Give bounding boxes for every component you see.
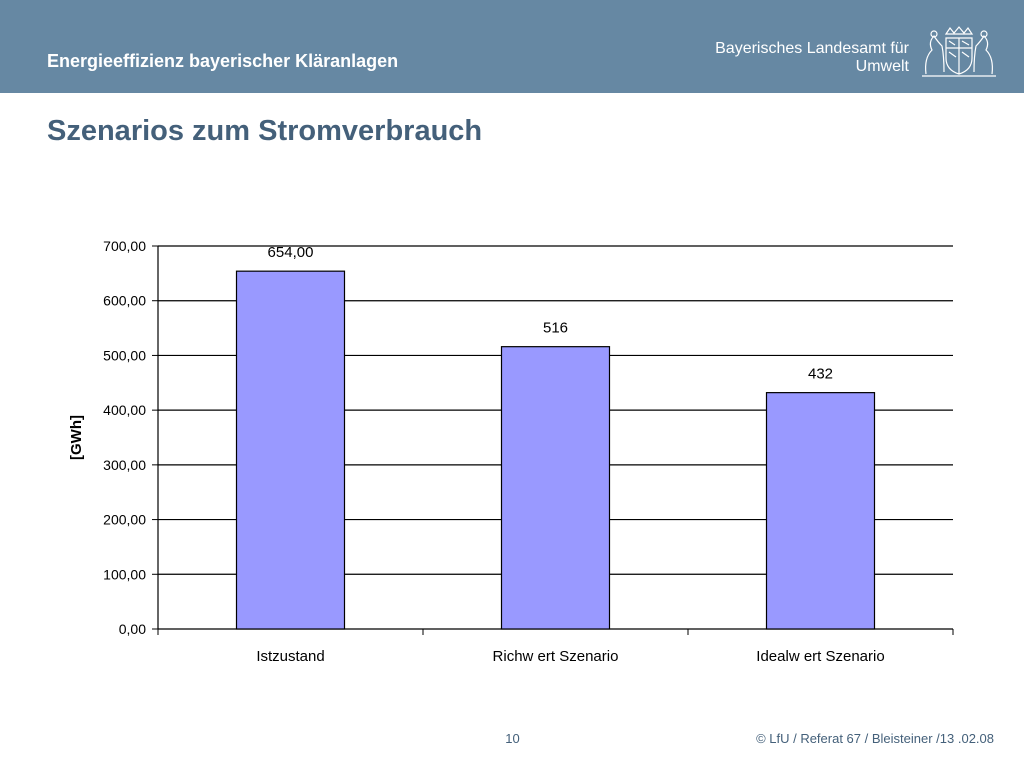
bar-2 xyxy=(500,346,611,630)
header-bar: Energieeffizienz bayerischer Kläranlagen… xyxy=(0,0,1024,93)
data-label: 516 xyxy=(543,320,568,337)
y-tick-label: 200,00 xyxy=(103,512,146,528)
bar-3 xyxy=(765,392,876,630)
y-tick-label: 700,00 xyxy=(103,238,146,254)
y-tick-label: 600,00 xyxy=(103,293,146,309)
bavarian-coat-of-arms-icon xyxy=(922,26,996,77)
y-tick-label: 0,00 xyxy=(119,621,146,637)
bar-1 xyxy=(235,270,346,630)
y-tick-label: 300,00 xyxy=(103,457,146,473)
organization-name-line2: Umwelt xyxy=(855,58,909,75)
data-label: 654,00 xyxy=(268,244,314,261)
data-label: 432 xyxy=(808,366,833,383)
y-tick-label: 400,00 xyxy=(103,402,146,418)
x-tick-label: Richw ert Szenario xyxy=(493,648,619,665)
bar-chart: 0,00 100,00 200,00 300,00 400,00 500,00 600,00… xyxy=(68,238,954,665)
x-tick-label: Istzustand xyxy=(256,648,324,665)
footer-copyright: © LfU / Referat 67 / Bleisteiner /13 .02… xyxy=(756,731,994,746)
y-tick-label: 100,00 xyxy=(103,566,146,582)
organization-name: Bayerisches Landesamt für Umwelt xyxy=(609,40,909,76)
organization-name-line1: Bayerisches Landesamt für xyxy=(715,40,909,57)
y-tick-label: 500,00 xyxy=(103,347,146,363)
y-axis-label: [GWh] xyxy=(68,415,85,460)
page-number: 10 xyxy=(505,731,520,746)
x-tick-label: Idealw ert Szenario xyxy=(756,648,884,665)
presentation-title: Energieeffizienz bayerischer Kläranlagen xyxy=(47,51,399,71)
slide-title: Szenarios zum Stromverbrauch xyxy=(47,115,483,147)
